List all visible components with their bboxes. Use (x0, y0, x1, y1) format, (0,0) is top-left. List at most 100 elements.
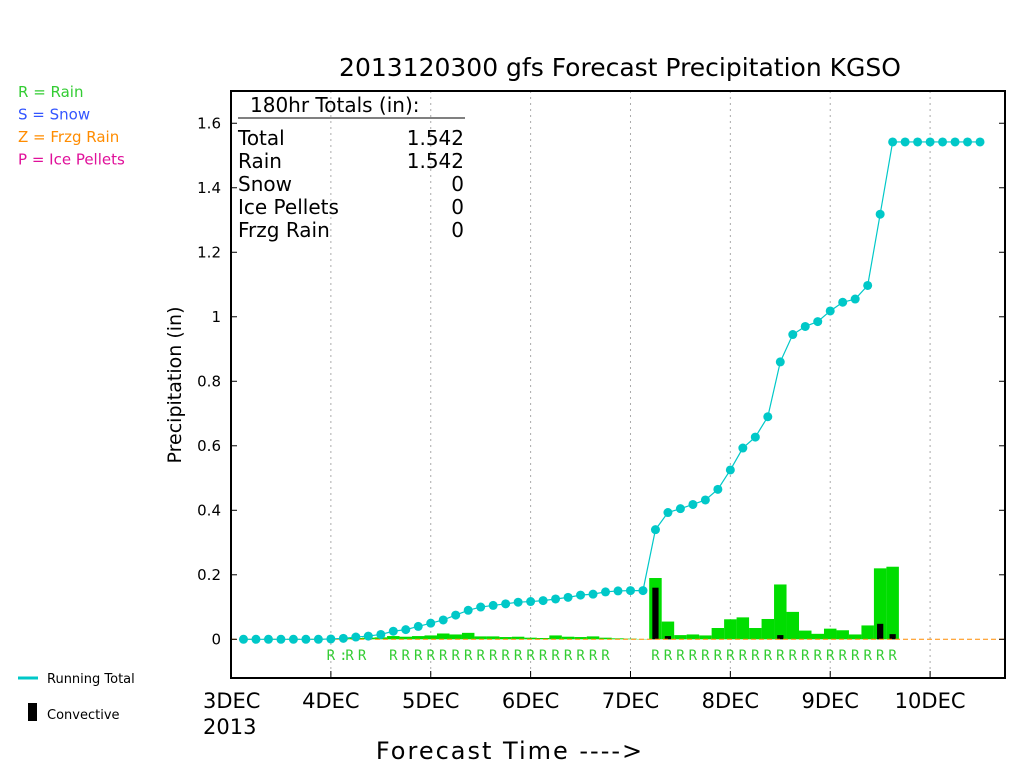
precip-bar (761, 618, 775, 640)
precip-bar (674, 635, 687, 640)
precip-bar (873, 568, 887, 640)
running-total-point (438, 615, 448, 625)
ptype-legend-entry: S = Snow (18, 106, 90, 124)
x-tick-label: 9DEC (801, 689, 858, 713)
ptype-marker: R (489, 648, 498, 664)
totals-row-label: Frzg Rain (238, 218, 330, 242)
totals-row-label: Ice Pellets (238, 195, 339, 219)
running-total-point (863, 280, 873, 290)
running-total-point (638, 586, 648, 596)
totals-row-value: 0 (451, 172, 464, 196)
precip-bar (499, 637, 512, 640)
chart-title: 2013120300 gfs Forecast Precipitation KG… (339, 53, 901, 82)
precip-bar (399, 636, 413, 640)
ptype-marker: R (526, 648, 535, 664)
precip-bar (549, 635, 562, 640)
running-total-point (625, 586, 635, 596)
precip-bar (536, 638, 550, 640)
ptype-marker: R (689, 648, 698, 664)
ptype-marker: R (564, 648, 573, 664)
running-total-point (576, 590, 586, 600)
x-tick-label: 5DEC (402, 689, 459, 713)
running-total-point (675, 504, 685, 514)
running-total-point (950, 137, 960, 147)
ptype-marker: R (576, 648, 585, 664)
running-total-point (938, 137, 948, 147)
convective-bar (664, 636, 672, 640)
precip-bar (474, 636, 487, 640)
running-total-point (301, 634, 311, 644)
ptype-marker: R (876, 648, 885, 664)
running-total-point (588, 589, 598, 599)
precip-bar (424, 635, 437, 640)
y-tick-label: 1.4 (197, 179, 221, 197)
totals-row-label: Snow (238, 172, 292, 196)
precip-bar (586, 636, 600, 640)
totals-row-value: 1.542 (407, 149, 464, 173)
precip-bar (661, 621, 675, 640)
running-total-point (688, 499, 698, 509)
precip-bar (511, 636, 525, 640)
ptype-marker: R (789, 648, 798, 664)
running-total-point (925, 137, 935, 147)
running-total-point (401, 625, 411, 635)
running-total-point (763, 412, 773, 422)
precip-bar (786, 611, 800, 640)
running-total-point (238, 634, 248, 644)
running-total-point (875, 209, 885, 219)
y-tick-label: 0.6 (197, 437, 221, 455)
precip-bar (823, 628, 837, 640)
totals-row-label: Rain (238, 149, 282, 173)
precip-bar (711, 628, 725, 640)
precip-bar (811, 633, 824, 640)
ptype-marker: R (676, 648, 685, 664)
running-total-point (363, 631, 373, 641)
running-total-point (825, 306, 835, 316)
bar-series (324, 566, 899, 640)
convective-bar (877, 623, 884, 640)
convective-legend-label: Convective (47, 708, 120, 723)
precip-bar (449, 634, 462, 640)
y-tick-label: 0.8 (197, 372, 221, 390)
ptype-marker: R (501, 648, 510, 664)
running-total-point (913, 137, 923, 147)
ptype-marker: R (389, 648, 398, 664)
running-total-point (900, 137, 910, 147)
precip-bar (461, 632, 475, 640)
running-total-point (850, 294, 860, 304)
running-total-point (488, 600, 498, 610)
running-total-point (800, 321, 810, 331)
running-total-point (975, 137, 985, 147)
running-total-point (601, 587, 611, 597)
ptype-marker: R (664, 648, 673, 664)
running-total-point (463, 605, 473, 615)
ptype-marker: R (476, 648, 485, 664)
x-tick-label: 10DEC (895, 689, 966, 713)
ptype-legend-entry: Z = Frzg Rain (18, 128, 119, 146)
running-total-point (338, 633, 348, 643)
precip-bar (561, 636, 575, 640)
ptype-marker: R (751, 648, 760, 664)
running-total-point (413, 621, 423, 631)
convective-bar (777, 635, 784, 640)
ptype-marker: R (838, 648, 847, 664)
ptype-legend: R = Rain S = Snow Z = Frzg Rain P = Ice Pel… (18, 83, 135, 723)
ptype-marker: R (776, 648, 785, 664)
ptype-marker: R (589, 648, 598, 664)
ptype-marker: R (651, 648, 660, 664)
running-total-point (288, 634, 298, 644)
precip-bar (736, 617, 750, 640)
running-total-line (243, 141, 981, 640)
x-tick-label: 7DEC (602, 689, 659, 713)
precip-bar (836, 630, 849, 640)
y-tick-label: 0.2 (197, 566, 221, 584)
y-tick-label: 0 (211, 630, 221, 648)
precip-bar (861, 625, 874, 640)
x-tick-label: 8DEC (702, 689, 759, 713)
running-total-point (700, 495, 710, 505)
ptype-marker: R (764, 648, 773, 664)
plot-frame (230, 90, 1006, 679)
ptype-marker: R (551, 648, 560, 664)
y-axis-label: Precipitation (in) (164, 307, 186, 464)
